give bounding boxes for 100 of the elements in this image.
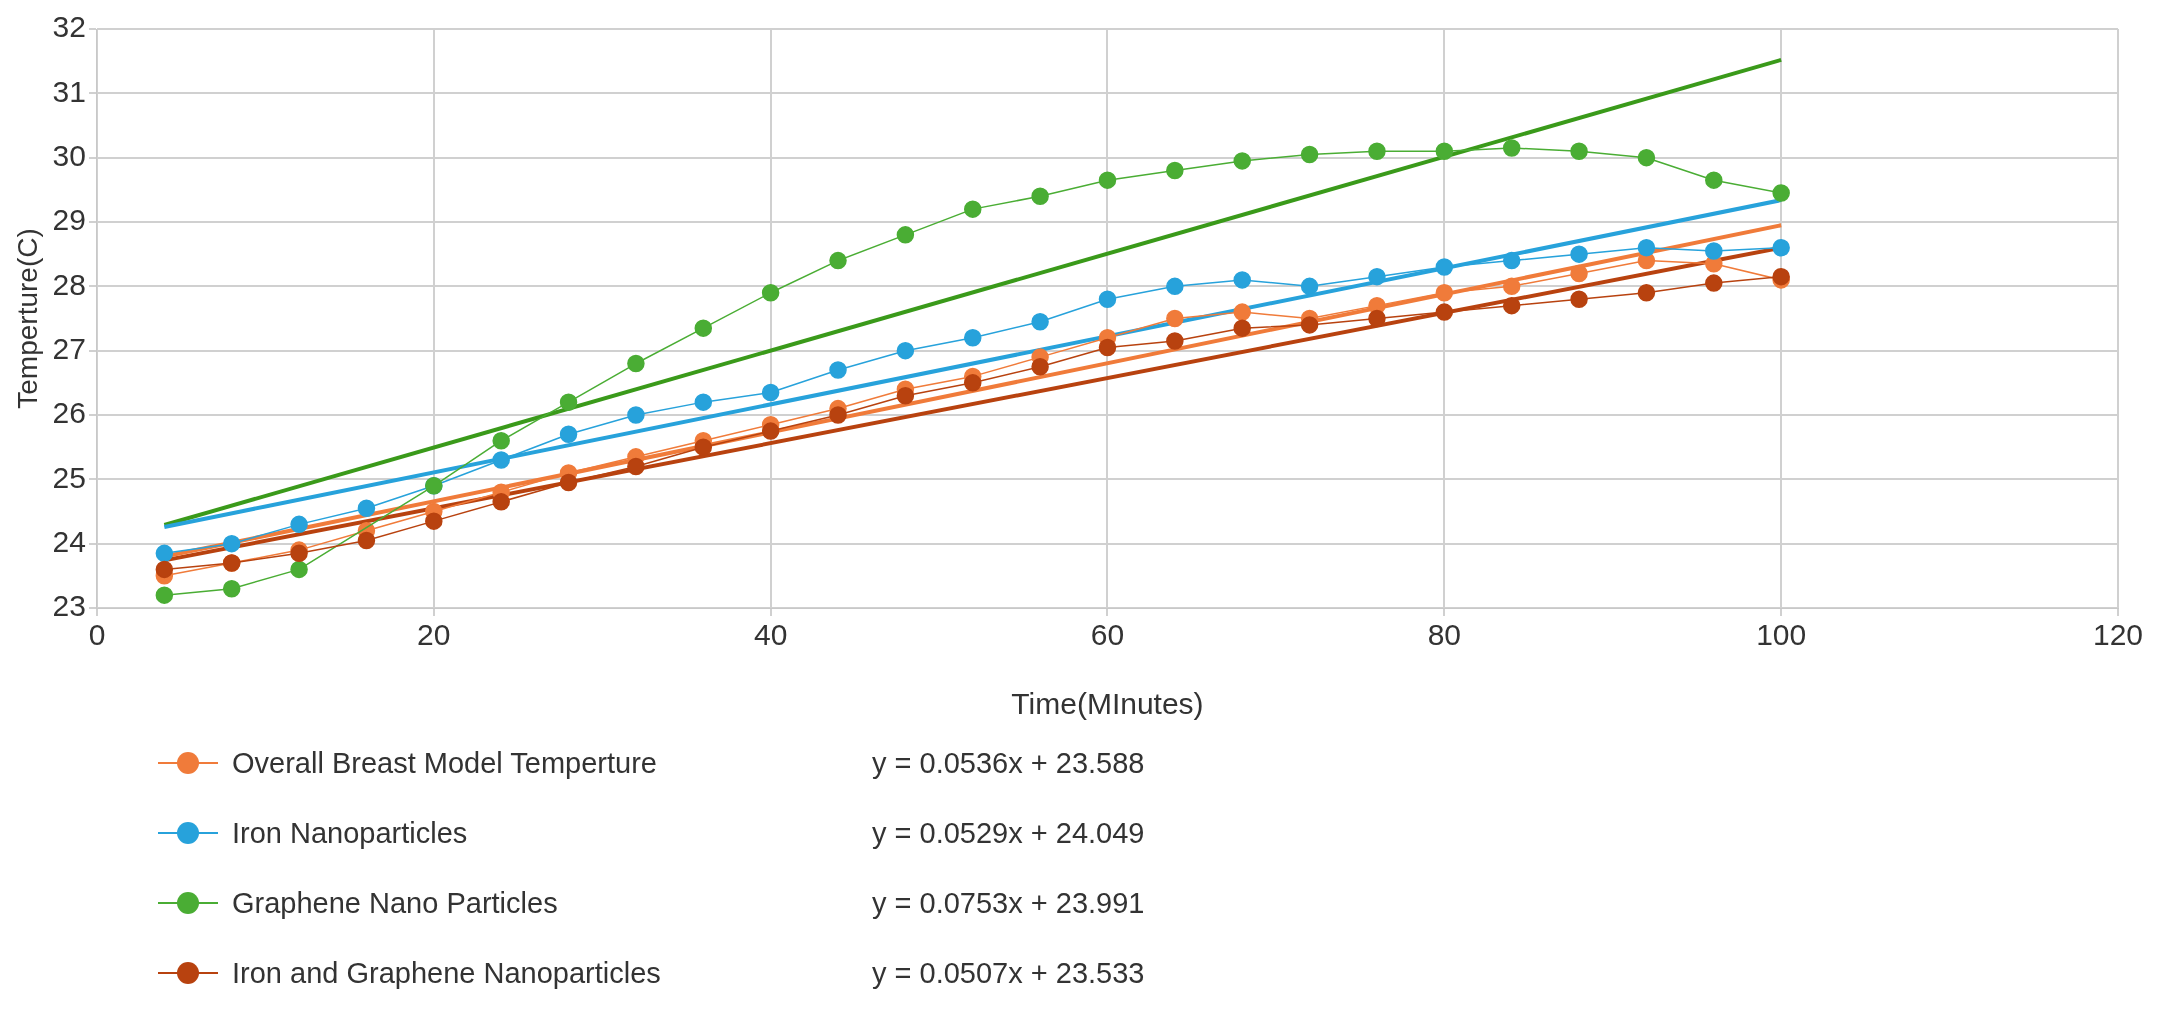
point — [1772, 238, 1790, 257]
y-tick-label: 32 — [52, 10, 86, 44]
point — [425, 512, 443, 530]
point — [155, 586, 174, 604]
point — [694, 438, 713, 456]
point — [1502, 277, 1521, 296]
point — [1570, 245, 1588, 263]
point — [559, 425, 578, 444]
point — [559, 393, 578, 411]
point — [1368, 309, 1386, 328]
x-tick-label: 20 — [417, 618, 451, 652]
point — [1705, 171, 1723, 189]
point — [290, 515, 308, 534]
point — [1368, 142, 1386, 160]
point — [1705, 274, 1723, 292]
point — [829, 251, 847, 270]
point — [627, 457, 645, 476]
text: y = 0.0536x + 23.588 — [872, 746, 1145, 780]
point — [1166, 161, 1184, 180]
y-tick-label: 25 — [52, 460, 86, 494]
legend-label: Overall Breast Model Temperture — [232, 746, 658, 780]
point — [964, 374, 982, 392]
legend-label: Graphene Nano Particles — [232, 886, 559, 920]
point — [1502, 296, 1521, 315]
point — [1435, 303, 1454, 321]
point — [155, 560, 174, 579]
point — [1570, 142, 1588, 160]
point — [1435, 284, 1454, 302]
point — [896, 226, 915, 244]
point — [964, 329, 982, 347]
point — [1031, 358, 1049, 376]
point — [1637, 238, 1656, 257]
point — [896, 341, 915, 360]
point — [1098, 338, 1117, 357]
point — [1502, 251, 1521, 270]
point — [1502, 139, 1521, 157]
x-tick-label: 40 — [753, 618, 788, 652]
point — [492, 431, 510, 450]
y-tick-label: 31 — [52, 74, 86, 108]
x-tick-label: 120 — [2092, 618, 2144, 652]
point — [290, 560, 308, 579]
point — [1098, 171, 1117, 189]
point — [559, 473, 578, 492]
point — [222, 534, 241, 553]
point — [1637, 148, 1656, 167]
point — [1233, 271, 1251, 289]
point — [1570, 290, 1588, 308]
x-tick-label: 80 — [1427, 618, 1462, 652]
point — [761, 383, 780, 402]
point — [1772, 184, 1790, 202]
point — [829, 406, 847, 424]
point — [627, 406, 645, 424]
x-tick-label: 100 — [1756, 618, 1807, 652]
point — [829, 361, 847, 379]
point — [1166, 309, 1184, 328]
point — [492, 451, 510, 469]
x-tick-label: 60 — [1090, 618, 1125, 652]
y-tick-label: 30 — [52, 138, 86, 172]
text: y = 0.0753x + 23.991 — [872, 886, 1145, 920]
point — [694, 319, 713, 337]
point — [761, 422, 780, 440]
point — [1772, 267, 1790, 286]
point — [357, 499, 376, 518]
point — [896, 386, 915, 405]
y-tick-label: 28 — [52, 267, 86, 301]
y-tick-label: 24 — [52, 524, 86, 558]
point — [627, 354, 645, 373]
point — [1435, 142, 1454, 160]
legend-label: Iron Nanoparticles — [232, 816, 469, 850]
point — [964, 200, 982, 218]
legend-label: Iron and Graphene Nanoparticles — [232, 956, 662, 990]
point — [1300, 277, 1319, 296]
x-tick-label: 0 — [88, 618, 106, 652]
y-tick-label: 26 — [52, 396, 86, 430]
point — [761, 284, 780, 302]
point — [1300, 145, 1319, 164]
point — [1233, 152, 1251, 170]
point — [1435, 258, 1454, 276]
y-axis-title: Temperture(C) — [11, 228, 43, 409]
y-tick-label: 23 — [52, 589, 86, 623]
point — [222, 579, 241, 598]
y-tick-label: 27 — [52, 331, 86, 365]
point — [694, 393, 713, 411]
x-axis-title: Time(MInutes) — [1011, 687, 1204, 721]
point — [1637, 284, 1656, 302]
point — [357, 531, 376, 550]
point — [1570, 264, 1588, 283]
point — [1031, 187, 1049, 206]
point — [1233, 319, 1251, 337]
point — [492, 493, 510, 511]
point — [1098, 290, 1117, 308]
point — [1705, 242, 1723, 260]
point — [1368, 267, 1386, 286]
point — [1166, 277, 1184, 296]
point — [1300, 316, 1319, 334]
point — [290, 544, 308, 563]
point — [155, 544, 174, 563]
point — [1031, 312, 1049, 331]
text: y = 0.0529x + 24.049 — [872, 816, 1145, 850]
text: y = 0.0507x + 23.533 — [872, 956, 1145, 990]
